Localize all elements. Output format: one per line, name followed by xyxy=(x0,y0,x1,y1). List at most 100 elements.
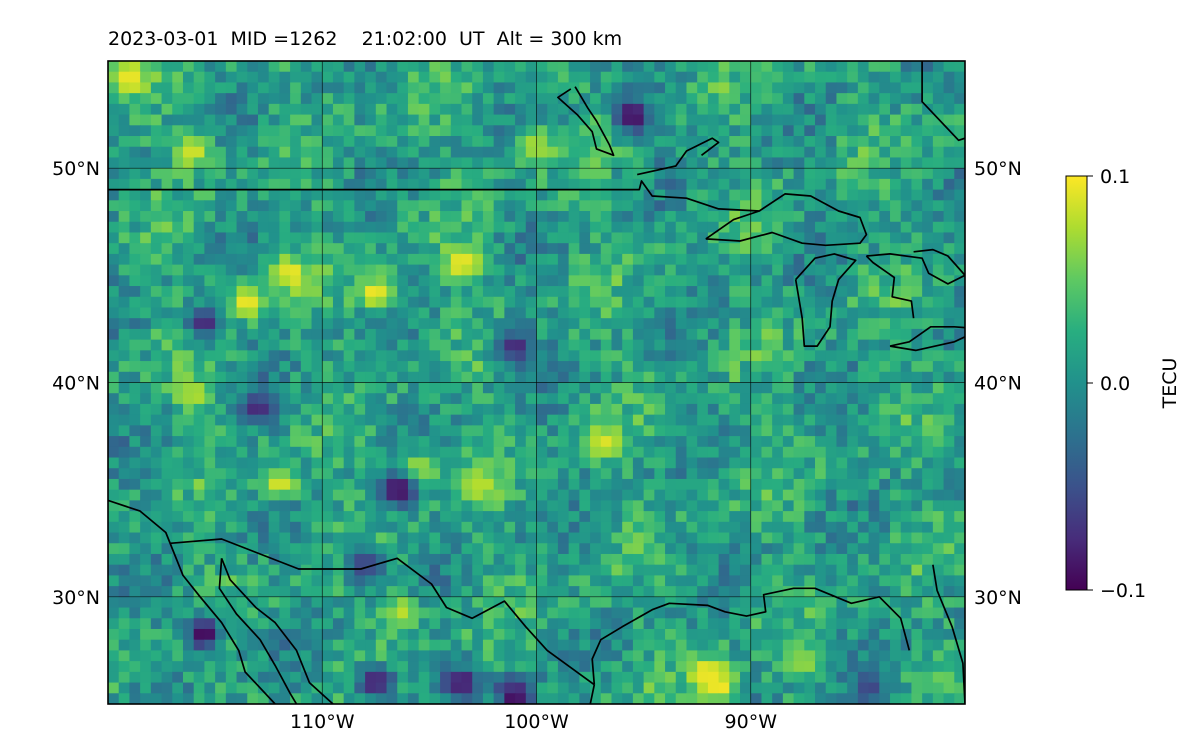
heatmap-cell xyxy=(386,586,398,598)
heatmap-cell xyxy=(740,168,752,180)
heatmap-cell xyxy=(836,361,848,373)
heatmap-cell xyxy=(108,318,120,330)
heatmap-cell xyxy=(236,500,248,512)
heatmap-cell xyxy=(429,382,441,394)
heatmap-cell xyxy=(847,436,859,448)
heatmap-cell xyxy=(857,564,870,576)
heatmap-cell xyxy=(311,425,323,437)
heatmap-cell xyxy=(857,650,870,662)
heatmap-cell xyxy=(515,543,527,555)
heatmap-cell xyxy=(686,478,698,491)
heatmap-cell xyxy=(386,103,398,116)
heatmap-cell xyxy=(354,82,366,94)
heatmap-cell xyxy=(482,211,495,223)
heatmap-cell xyxy=(611,146,623,159)
heatmap-cell xyxy=(911,93,923,105)
heatmap-cell xyxy=(322,264,334,276)
heatmap-cell xyxy=(568,328,580,341)
heatmap-cell xyxy=(675,596,688,609)
heatmap-cell xyxy=(815,468,827,480)
heatmap-cell xyxy=(857,253,870,266)
heatmap-cell xyxy=(182,607,195,619)
heatmap-cell xyxy=(482,318,495,330)
heatmap-cell xyxy=(375,478,388,491)
heatmap-cell xyxy=(697,253,709,266)
heatmap-cell xyxy=(386,200,398,212)
heatmap-cell xyxy=(825,168,838,180)
heatmap-cell xyxy=(718,382,730,394)
heatmap-cell xyxy=(493,532,505,544)
heatmap-cell xyxy=(772,243,784,255)
heatmap-cell xyxy=(397,61,409,73)
heatmap-cell xyxy=(857,661,870,673)
heatmap-cell xyxy=(686,414,698,426)
heatmap-cell xyxy=(204,125,216,137)
heatmap-cell xyxy=(890,671,902,684)
heatmap-cell xyxy=(290,628,302,641)
heatmap-cell xyxy=(354,93,366,105)
heatmap-cell xyxy=(161,436,173,448)
heatmap-cell xyxy=(450,500,463,512)
heatmap-cell xyxy=(515,178,527,191)
heatmap-cell xyxy=(761,382,773,394)
heatmap-cell xyxy=(900,457,913,469)
heatmap-cell xyxy=(322,200,334,212)
heatmap-cell xyxy=(193,296,206,309)
heatmap-cell xyxy=(482,446,495,459)
heatmap-cell xyxy=(954,661,965,673)
heatmap-cell xyxy=(547,307,559,319)
heatmap-cell xyxy=(354,478,366,491)
heatmap-cell xyxy=(697,500,709,512)
heatmap-cell xyxy=(665,307,677,319)
heatmap-cell xyxy=(772,393,784,405)
heatmap-cell xyxy=(718,682,730,694)
heatmap-cell xyxy=(193,318,206,330)
heatmap-cell xyxy=(193,61,206,73)
heatmap-cell xyxy=(547,693,559,704)
heatmap-cell xyxy=(579,350,591,362)
heatmap-cell xyxy=(182,296,195,309)
heatmap-cell xyxy=(890,553,902,566)
heatmap-cell xyxy=(118,157,131,169)
heatmap-cell xyxy=(172,328,184,341)
heatmap-cell xyxy=(204,103,216,116)
heatmap-cell xyxy=(932,275,945,287)
heatmap-cell xyxy=(172,350,184,362)
heatmap-cell xyxy=(890,253,902,266)
heatmap-cell xyxy=(504,243,516,255)
heatmap-cell xyxy=(900,307,913,319)
heatmap-cell xyxy=(493,393,505,405)
heatmap-cell xyxy=(129,425,141,437)
heatmap-cell xyxy=(804,607,816,619)
heatmap-cell xyxy=(472,532,484,544)
heatmap-cell xyxy=(772,264,784,276)
heatmap-cell xyxy=(440,446,452,459)
heatmap-cell xyxy=(482,328,495,341)
heatmap-cell xyxy=(686,511,698,523)
heatmap-cell xyxy=(504,671,516,684)
heatmap-cell xyxy=(590,607,602,619)
heatmap-cell xyxy=(290,521,302,534)
heatmap-cell xyxy=(461,243,473,255)
heatmap-cell xyxy=(311,393,323,405)
heatmap-cell xyxy=(461,189,473,201)
heatmap-cell xyxy=(418,200,430,212)
heatmap-cell xyxy=(815,146,827,159)
heatmap-cell xyxy=(118,414,131,426)
heatmap-cell xyxy=(150,275,163,287)
heatmap-cell xyxy=(729,596,741,609)
heatmap-cell xyxy=(665,221,677,234)
heatmap-cell xyxy=(118,275,131,287)
heatmap-cell xyxy=(236,146,248,159)
heatmap-cell xyxy=(707,575,720,587)
heatmap-cell xyxy=(504,189,516,201)
heatmap-cell xyxy=(911,639,923,652)
heatmap-cell xyxy=(815,682,827,694)
heatmap-cell xyxy=(675,671,688,684)
heatmap-cell xyxy=(857,671,870,684)
heatmap-cell xyxy=(857,114,870,126)
heatmap-cell xyxy=(311,328,323,341)
heatmap-cell xyxy=(118,671,131,684)
heatmap-cell xyxy=(707,543,720,555)
heatmap-cell xyxy=(793,403,805,416)
